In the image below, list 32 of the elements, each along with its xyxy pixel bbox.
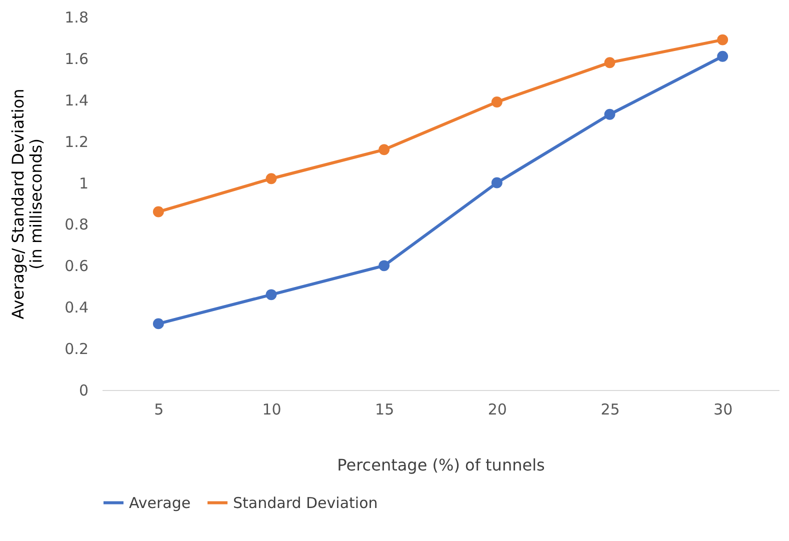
- point: [152, 318, 164, 330]
- y-tick-label: 1.4: [64, 91, 88, 110]
- x-tick-label: 15: [375, 400, 394, 418]
- y-tick-label: 0: [78, 382, 88, 400]
- x-tick-label: 20: [488, 400, 507, 418]
- x-tick-label: 5: [154, 400, 164, 418]
- legend-label: Standard Deviation: [233, 494, 378, 512]
- y-tick-label: 1.6: [64, 50, 88, 68]
- point: [378, 144, 390, 156]
- y-tick-label: 0.2: [64, 340, 88, 358]
- y-tick-label: 1.2: [64, 132, 88, 151]
- point: [604, 57, 616, 68]
- y-tick-label: 1.8: [64, 8, 88, 26]
- point: [717, 50, 728, 62]
- point: [266, 289, 277, 300]
- point: [717, 34, 728, 46]
- point: [604, 108, 616, 120]
- x-axis-title: Percentage (%) of tunnels: [337, 456, 545, 474]
- point: [491, 177, 502, 188]
- x-tick-label: 30: [714, 400, 733, 418]
- y-axis-title: Average/ Standard Deviation (in milliseconds): [8, 88, 46, 320]
- y-tick-label: 0.4: [64, 298, 88, 317]
- point: [378, 260, 390, 272]
- x-tick-label: 10: [262, 400, 282, 418]
- y-tick-label: 0.8: [64, 216, 88, 234]
- point: [152, 206, 164, 218]
- x-tick-label: 25: [600, 400, 620, 418]
- legend-label: Average: [129, 494, 191, 512]
- point: [491, 96, 502, 108]
- point: [266, 173, 277, 184]
- y-tick-label: 0.6: [64, 257, 88, 276]
- y-tick-label: 1: [78, 174, 88, 192]
